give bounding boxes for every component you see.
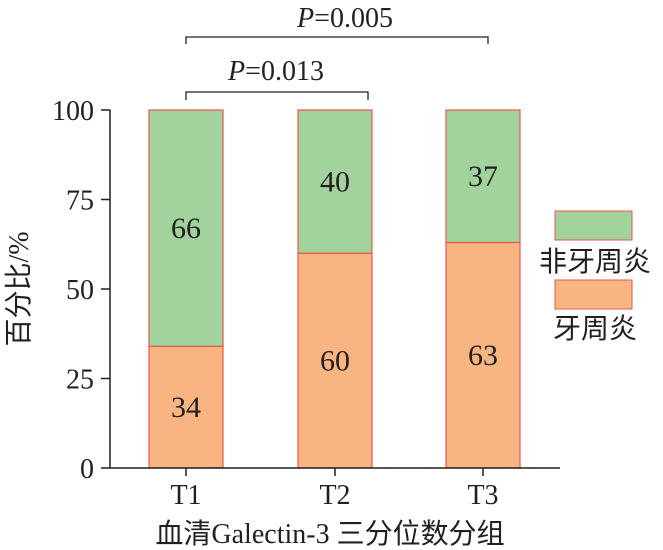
significance-bracket-t1-t2 [185, 91, 369, 100]
x-tick-label-t1: T1 [170, 480, 201, 511]
significance-label-t1-t3: P=0.005 [296, 3, 393, 34]
data-label-t1-series-0: 34 [171, 391, 201, 424]
significance-bracket-t1-t3 [185, 36, 489, 44]
significance-annotations: P=0.005 P=0.013 [185, 3, 489, 100]
x-tick-label-t3: T3 [467, 480, 498, 511]
y-tick-label-25: 25 [66, 365, 94, 396]
legend-label-periodontitis: 牙周炎 [553, 314, 637, 345]
x-tick-label-t2: T2 [319, 480, 350, 511]
y-tick-label-0: 0 [80, 454, 94, 485]
legend-swatch-non-periodontitis [554, 210, 633, 241]
data-label-t1-series-1: 66 [171, 212, 201, 245]
y-tick-label-100: 100 [52, 96, 94, 127]
y-axis-label: 百分比/% [3, 231, 35, 346]
bar-t2-series-1 [297, 109, 373, 254]
data-label-t3-series-0: 63 [468, 339, 498, 372]
bar-t1-series-1 [148, 109, 224, 347]
data-label-t2-series-0: 60 [320, 345, 350, 378]
data-label-t2-series-1: 40 [320, 166, 350, 199]
legend: 非牙周炎 牙周炎 [539, 210, 651, 345]
legend-swatch-periodontitis [554, 279, 633, 310]
data-label-t3-series-1: 37 [468, 160, 498, 193]
legend-label-non-periodontitis: 非牙周炎 [539, 246, 651, 278]
plot-area: 34 66 60 40 63 37 0 25 50 75 100 T1 T2 T3 [52, 96, 560, 511]
significance-label-t1-t2: P=0.013 [227, 56, 324, 87]
y-tick-label-50: 50 [66, 275, 94, 306]
bar-t3-series-0 [445, 241, 521, 469]
x-axis-label: 血清Galectin-3 三分位数分组 [155, 518, 504, 550]
bar-t3-series-1 [445, 109, 521, 244]
y-tick-label-75: 75 [66, 186, 94, 217]
bar-t1-series-0 [148, 345, 224, 469]
